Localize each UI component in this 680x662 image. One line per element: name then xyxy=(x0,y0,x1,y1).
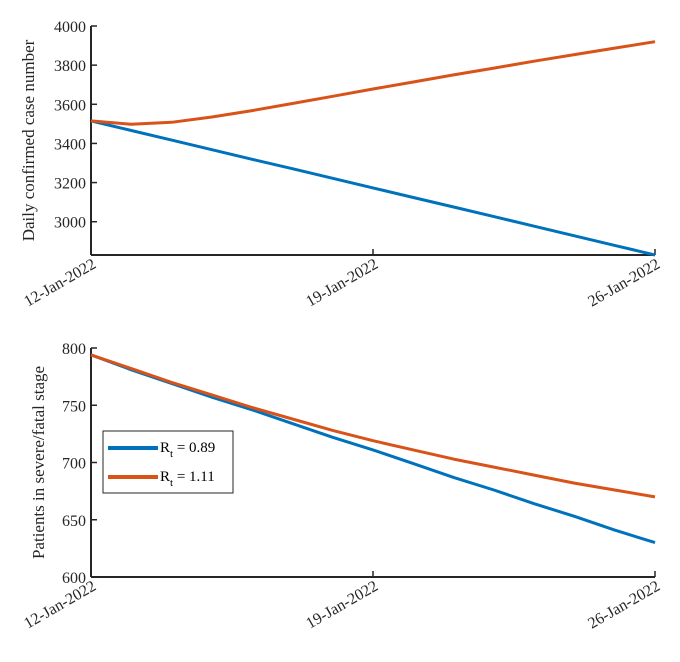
y-axis-label: Daily confirmed case number xyxy=(19,39,38,241)
legend-label: Rt = 1.11 xyxy=(160,469,215,489)
top-chart-daily-cases: 3000 3200 3400 3600 3800 4000 12-Jan-2022 19-Ja… xyxy=(19,19,663,310)
y-tick-label: 3200 xyxy=(54,176,86,193)
x-tick-label: 12-Jan-2022 xyxy=(21,256,99,311)
legend: Rt = 0.89 Rt = 1.11 xyxy=(102,430,234,494)
x-tick-label: 12-Jan-2022 xyxy=(21,578,99,633)
x-tick-label: 26-Jan-2022 xyxy=(585,578,663,633)
y-tick-label: 700 xyxy=(62,456,86,473)
y-axis-label: Patients in severe/fatal stage xyxy=(29,366,48,559)
y-tick-label: 600 xyxy=(62,570,86,587)
series-line-rt-1-11 xyxy=(90,353,656,499)
legend-box xyxy=(102,430,234,494)
x-tick-label: 19-Jan-2022 xyxy=(303,578,381,633)
y-tick-label: 800 xyxy=(62,341,86,358)
y-tick-label: 4000 xyxy=(54,19,86,36)
y-tick-label: 3400 xyxy=(54,136,86,153)
series-line-rt-0-89 xyxy=(90,119,656,257)
y-tick-label: 3600 xyxy=(54,97,86,114)
x-tick-label: 19-Jan-2022 xyxy=(303,256,381,311)
y-tick-label: 650 xyxy=(62,513,86,530)
y-tick-label: 3000 xyxy=(54,215,86,232)
x-tick-label: 26-Jan-2022 xyxy=(585,256,663,311)
bottom-chart-severe-patients: 600 650 700 750 800 12-Jan-2022 19-Jan-2022 26-… xyxy=(21,341,663,632)
series-line-rt-1-11 xyxy=(90,40,656,126)
y-tick-label: 3800 xyxy=(54,58,86,75)
y-tick-label: 750 xyxy=(62,398,86,415)
legend-label: Rt = 0.89 xyxy=(160,440,215,460)
